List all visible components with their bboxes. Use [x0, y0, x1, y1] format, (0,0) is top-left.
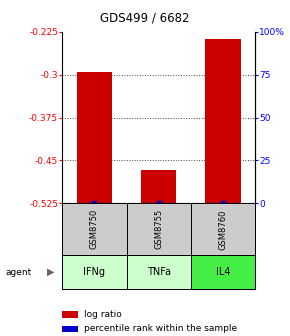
Bar [191, 203, 255, 255]
Bar [205, 39, 241, 203]
Text: log ratio: log ratio [84, 310, 121, 319]
Bar [127, 255, 191, 289]
Bar [62, 311, 78, 318]
Bar [77, 72, 112, 203]
Bar [141, 170, 176, 203]
Bar [62, 326, 78, 332]
Text: IL4: IL4 [216, 267, 230, 277]
Text: GSM8750: GSM8750 [90, 209, 99, 249]
Bar [62, 203, 127, 255]
Text: ▶: ▶ [47, 267, 55, 277]
Bar [62, 255, 127, 289]
Text: TNFa: TNFa [147, 267, 171, 277]
Text: GSM8760: GSM8760 [219, 209, 228, 250]
Text: IFNg: IFNg [84, 267, 106, 277]
Text: GSM8755: GSM8755 [154, 209, 163, 249]
Bar [191, 255, 255, 289]
Text: percentile rank within the sample: percentile rank within the sample [84, 324, 237, 333]
Bar [127, 203, 191, 255]
Text: agent: agent [6, 268, 32, 277]
Text: GDS499 / 6682: GDS499 / 6682 [100, 12, 190, 25]
